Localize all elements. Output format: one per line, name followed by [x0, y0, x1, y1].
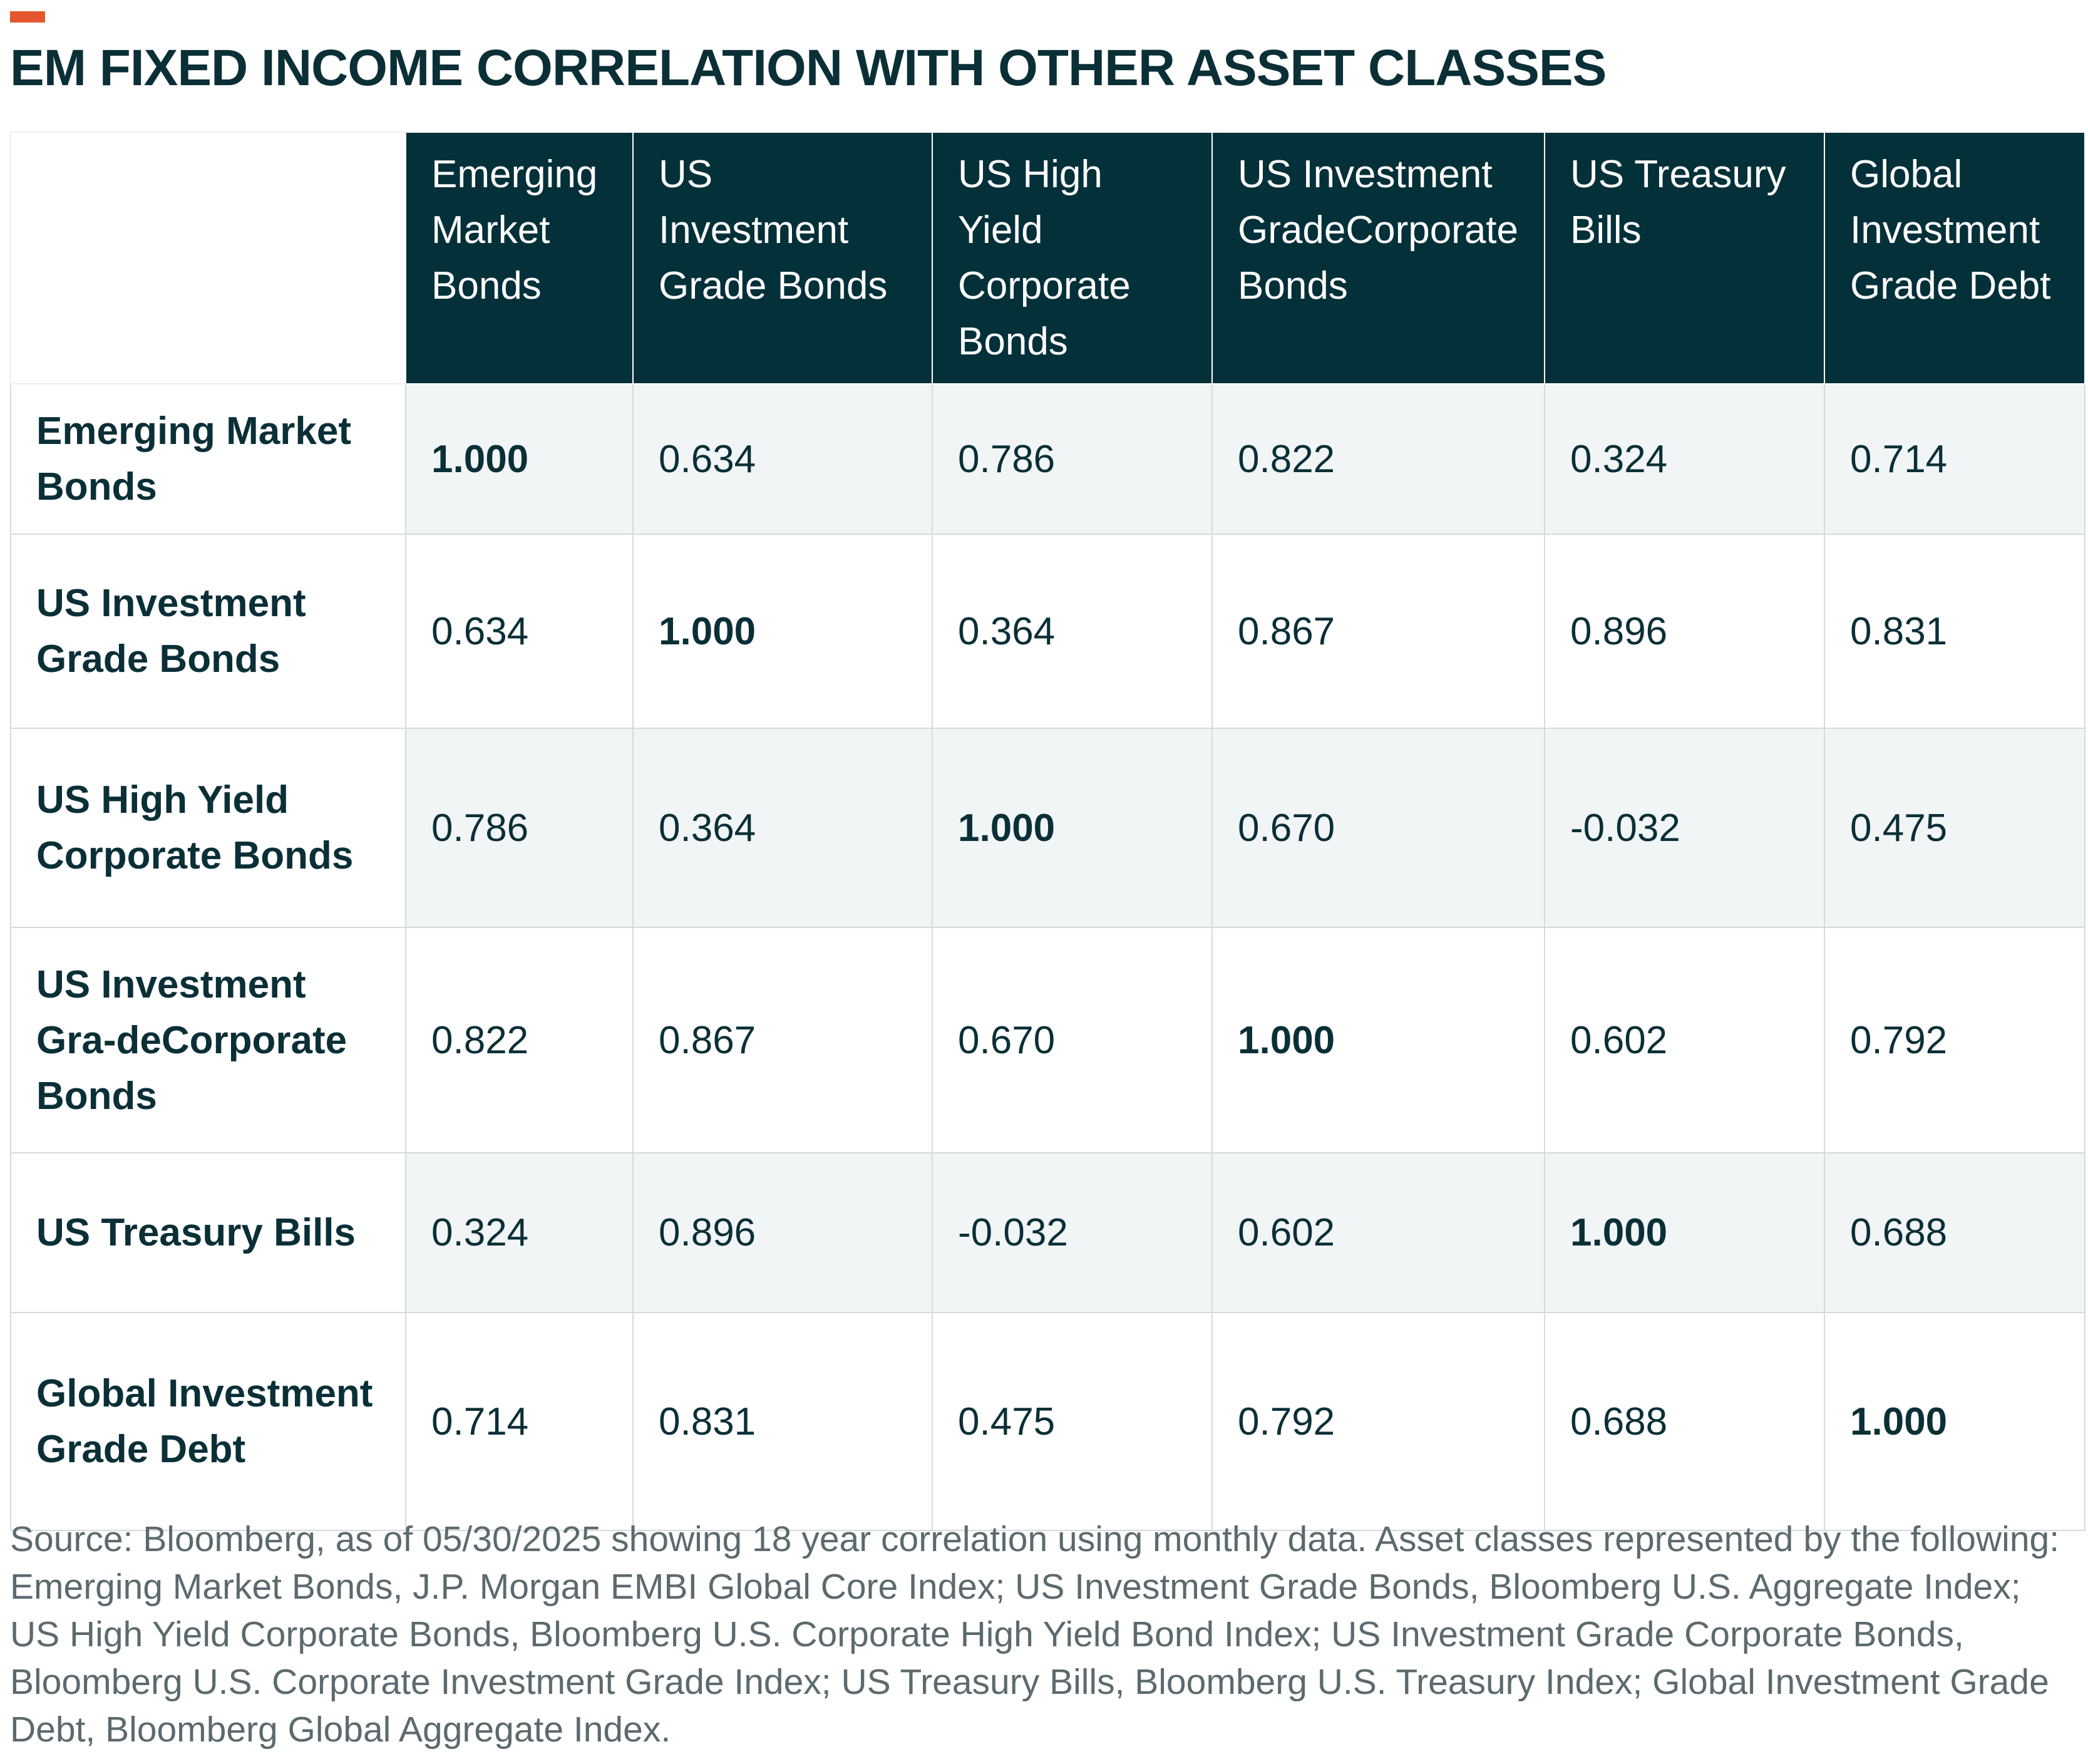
table-row: US High Yield Corporate Bonds 0.786 0.36…: [10, 728, 2085, 928]
table-cell: 0.896: [632, 1152, 933, 1313]
column-header-us-high-yield-corporate-bonds: US High Yield Corporate Bonds: [932, 132, 1213, 384]
table-cell: 0.792: [1824, 927, 2085, 1153]
table-cell: -0.032: [932, 1152, 1213, 1313]
row-label: US Treasury Bills: [10, 1152, 406, 1313]
table-cell: 0.831: [1824, 534, 2085, 729]
table-row: Emerging Market Bonds 1.000 0.634 0.786 …: [10, 383, 2085, 535]
table-cell: 0.867: [1211, 534, 1545, 729]
table-cell: 0.602: [1211, 1152, 1545, 1313]
table-row: Global Investment Grade Debt 0.714 0.831…: [10, 1312, 2085, 1531]
table-cell: 0.714: [1824, 383, 2085, 535]
row-label: Emerging Market Bonds: [10, 383, 406, 535]
accent-bar: [10, 11, 45, 23]
table-cell: 0.822: [1211, 383, 1545, 535]
column-header-us-investment-grade-corporate-bonds: US Investment GradeCorporate Bonds: [1211, 132, 1545, 384]
table-cell: 0.786: [932, 383, 1213, 535]
column-header-emerging-market-bonds: Emerging Market Bonds: [405, 132, 634, 384]
row-label: Global Investment Grade Debt: [10, 1312, 406, 1531]
table-cell: 0.688: [1824, 1152, 2085, 1313]
table-cell: -0.032: [1544, 728, 1825, 928]
column-header-us-treasury-bills: US Treasury Bills: [1544, 132, 1825, 384]
table-cell: 1.000: [1824, 1312, 2085, 1531]
table-cell: 0.714: [405, 1312, 634, 1531]
source-note: Source: Bloomberg, as of 05/30/2025 show…: [10, 1519, 2060, 1750]
table-cell: 0.867: [632, 927, 933, 1153]
table-cell: 0.670: [1211, 728, 1545, 928]
correlation-table: Emerging Market Bonds US Investment Grad…: [10, 132, 2085, 1531]
column-header-global-investment-grade-debt: Global Investment Grade Debt: [1824, 132, 2085, 384]
table-cell: 0.688: [1544, 1312, 1825, 1531]
table-cell: 0.831: [632, 1312, 933, 1531]
table-cell: 1.000: [405, 383, 634, 535]
table-cell: 0.786: [405, 728, 634, 928]
table-cell: 1.000: [632, 534, 933, 729]
chart-title: EM FIXED INCOME CORRELATION WITH OTHER A…: [10, 39, 1607, 96]
table-cell: 0.475: [1824, 728, 2085, 928]
table-row: US Investment Gra-deCorporate Bonds 0.82…: [10, 927, 2085, 1153]
table-cell: 0.602: [1544, 927, 1825, 1153]
table-row: US Investment Grade Bonds 0.634 1.000 0.…: [10, 534, 2085, 729]
header-row: Emerging Market Bonds US Investment Grad…: [10, 132, 2085, 384]
table-cell: 0.475: [932, 1312, 1213, 1531]
table-cell: 0.792: [1211, 1312, 1545, 1531]
row-label: US High Yield Corporate Bonds: [10, 728, 406, 928]
table-cell: 0.364: [932, 534, 1213, 729]
table-cell: 0.670: [932, 927, 1213, 1153]
column-header-us-investment-grade-bonds: US Investment Grade Bonds: [632, 132, 933, 384]
table-cell: 0.634: [405, 534, 634, 729]
table-row: US Treasury Bills 0.324 0.896 -0.032 0.6…: [10, 1152, 2085, 1313]
table-cell: 0.822: [405, 927, 634, 1153]
table-cell: 0.324: [405, 1152, 634, 1313]
table-cell: 1.000: [1211, 927, 1545, 1153]
table-cell: 1.000: [1544, 1152, 1825, 1313]
table-cell: 0.324: [1544, 383, 1825, 535]
row-label: US Investment Grade Bonds: [10, 534, 406, 729]
table-cell: 0.896: [1544, 534, 1825, 729]
table-cell: 1.000: [932, 728, 1213, 928]
table-cell: 0.634: [632, 383, 933, 535]
corner-cell: [10, 132, 406, 384]
table-cell: 0.364: [632, 728, 933, 928]
row-label: US Investment Gra-deCorporate Bonds: [10, 927, 406, 1153]
